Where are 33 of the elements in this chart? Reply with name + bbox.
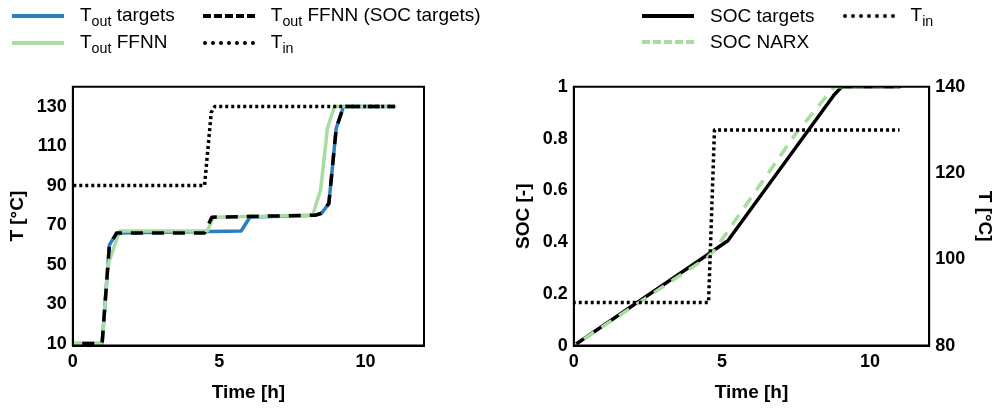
y-tick-label: 30 bbox=[46, 293, 67, 314]
y2-tick-label: 100 bbox=[935, 248, 966, 269]
legend-label: T$_{out}$ FFNN (SOC targets) bbox=[270, 4, 481, 29]
y-tick-label: 70 bbox=[46, 214, 67, 235]
y-tick-label: 0.8 bbox=[542, 127, 568, 148]
y-tick-label: 0.2 bbox=[542, 282, 568, 303]
y-axis-title: T [°C] bbox=[5, 190, 27, 242]
legend-label: SOC NARX bbox=[710, 30, 810, 53]
x-tick-label: 5 bbox=[716, 351, 727, 372]
y-tick-label: 130 bbox=[36, 95, 67, 116]
x-axis-title: Time [h] bbox=[211, 380, 286, 402]
legend-label: T$_{out}$ FFNN bbox=[80, 30, 168, 56]
legend-label: T$_{in}$ bbox=[910, 4, 934, 29]
y-tick-label: 110 bbox=[37, 135, 67, 156]
x-tick-label: 5 bbox=[214, 351, 225, 372]
y-axis-title: SOC [-] bbox=[511, 183, 533, 249]
y2-tick-label: 80 bbox=[935, 334, 956, 355]
y-tick-label: 0.6 bbox=[542, 179, 568, 200]
y2-axis-title: T [°C] bbox=[975, 190, 997, 242]
y2-tick-label: 140 bbox=[935, 75, 966, 96]
y-tick-label: 90 bbox=[46, 174, 67, 195]
y-tick-label: 0 bbox=[557, 334, 568, 355]
x-tick-label: 10 bbox=[355, 351, 376, 372]
x-axis-title: Time [h] bbox=[714, 380, 789, 402]
x-tick-label: 10 bbox=[859, 351, 880, 372]
legend-label: T$_{out}$ targets bbox=[80, 4, 175, 29]
legend-label: SOC targets bbox=[710, 5, 815, 28]
legend-label: T$_{in}$ bbox=[270, 30, 294, 56]
y-tick-label: 1 bbox=[557, 75, 568, 96]
y-tick-label: 50 bbox=[46, 253, 67, 274]
y-tick-label: 10 bbox=[46, 332, 67, 353]
y2-tick-label: 120 bbox=[935, 162, 966, 183]
y-tick-label: 0.4 bbox=[542, 231, 568, 252]
